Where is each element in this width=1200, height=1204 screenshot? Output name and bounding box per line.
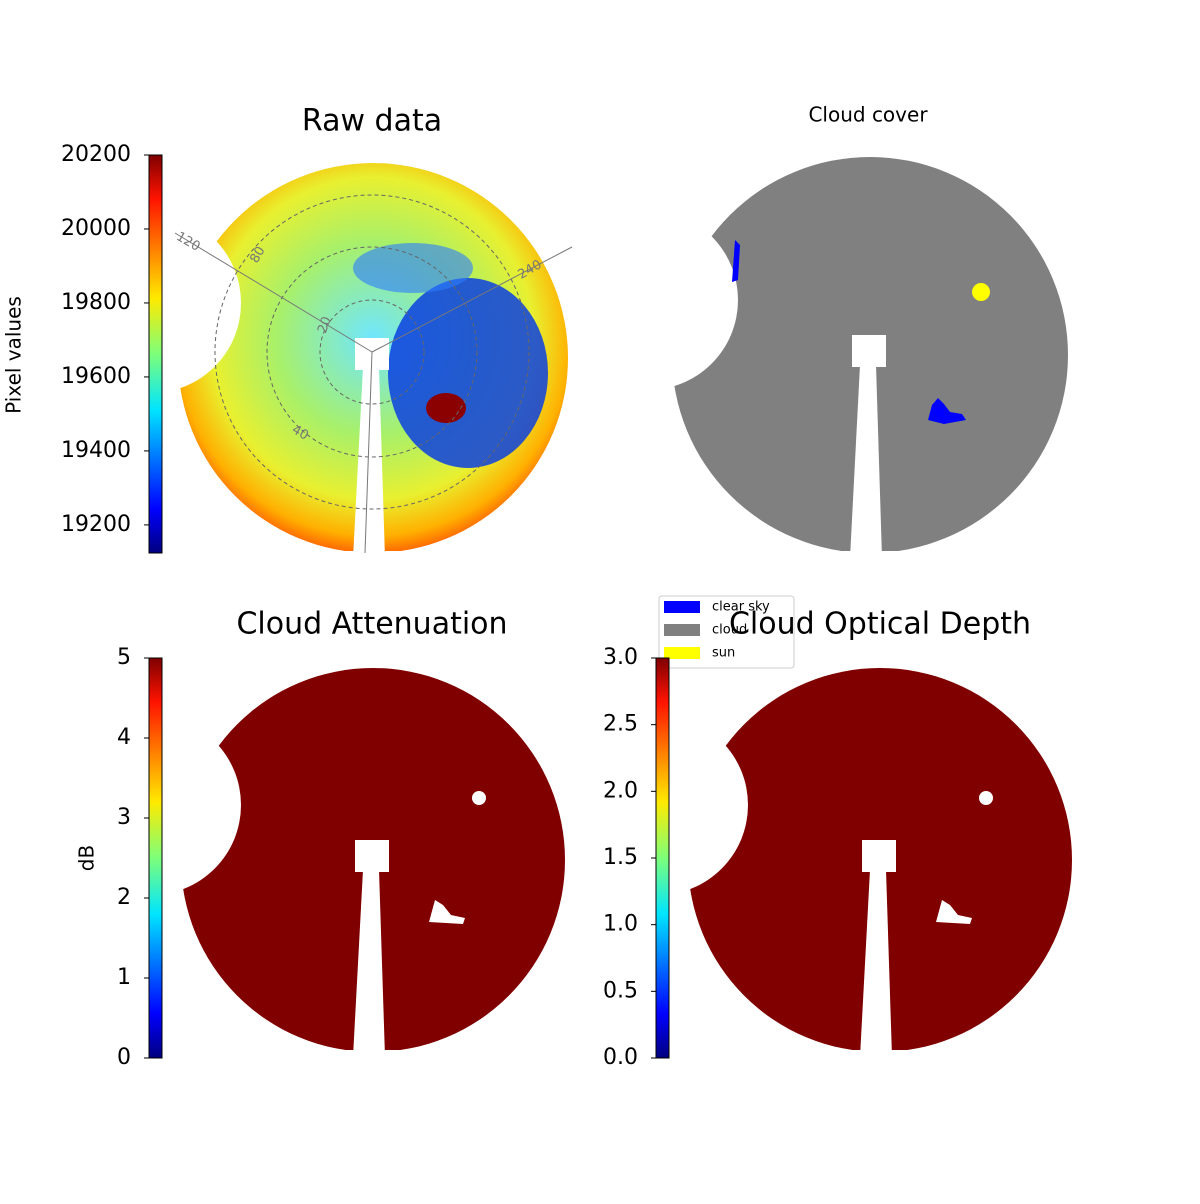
sky-image <box>688 668 1072 1052</box>
colorbar-tick-label: 20200 <box>61 142 131 167</box>
colorbar-tick-label: 19200 <box>61 512 131 537</box>
chart-title: Cloud Attenuation <box>236 607 507 642</box>
colorbar-tick-label: 1 <box>117 965 131 990</box>
image-fill <box>672 157 1068 553</box>
clear-region <box>732 240 740 282</box>
sun-region <box>972 283 990 301</box>
colorbar-tick-label: 0 <box>117 1045 131 1070</box>
clear-hole <box>936 900 972 924</box>
colorbar-tick-label: 0.0 <box>603 1045 638 1070</box>
chart-title: Raw data <box>302 104 442 139</box>
legend-swatch <box>664 624 700 636</box>
sky-image <box>178 163 568 553</box>
polar-label: 20 <box>315 315 335 336</box>
colorbar-tick-label: 2 <box>117 885 131 910</box>
legend-swatch <box>664 601 700 613</box>
polar-grid <box>266 246 478 458</box>
colorbar-tick-label: 19400 <box>61 438 131 463</box>
polar-grid <box>214 194 530 510</box>
legend-label: sun <box>712 646 735 661</box>
clear-region <box>928 398 966 424</box>
clear-region <box>353 243 473 293</box>
image-fill <box>688 668 1072 1052</box>
colorbar <box>655 657 670 1059</box>
colorbar <box>148 657 163 1059</box>
chart-title: Cloud cover <box>808 103 928 127</box>
colorbar-tick-label: 19600 <box>61 364 131 389</box>
polar-label: 40 <box>289 422 311 443</box>
colorbar-tick-label: 1.5 <box>603 845 638 870</box>
sky-image <box>181 668 565 1052</box>
sun-region <box>426 393 466 423</box>
polar-label: 80 <box>247 244 268 266</box>
colorbar-tick-label: 1.0 <box>603 912 638 937</box>
polar-axis <box>371 246 573 353</box>
colorbar-label: dB <box>75 845 99 871</box>
colorbar-label: Pixel values <box>2 296 26 414</box>
image-fill <box>181 668 565 1052</box>
colorbar <box>148 154 163 554</box>
colorbar-tick-label: 3 <box>117 805 131 830</box>
sky-image <box>672 157 1068 553</box>
colorbar-tick-label: 2.5 <box>603 712 638 737</box>
sun-hole <box>472 791 486 805</box>
polar-axis <box>364 351 373 554</box>
colorbar-tick-label: 19800 <box>61 290 131 315</box>
colorbar-tick-label: 0.5 <box>603 978 638 1003</box>
colorbar-tick-label: 4 <box>117 725 131 750</box>
polar-grid <box>319 299 425 405</box>
legend-label: clear sky <box>712 600 770 615</box>
legend-label: cloud <box>712 623 747 638</box>
chart-title: Cloud Optical Depth <box>729 607 1031 642</box>
colorbar-tick-label: 5 <box>117 645 131 670</box>
colorbar-tick-label: 2.0 <box>603 778 638 803</box>
polar-axis <box>174 232 373 353</box>
colorbar-tick-label: 20000 <box>61 216 131 241</box>
sun-hole <box>979 791 993 805</box>
clear-hole <box>429 900 465 924</box>
colorbar-tick-label: 3.0 <box>603 645 638 670</box>
legend-swatch <box>664 647 700 659</box>
clear-region <box>388 278 548 468</box>
